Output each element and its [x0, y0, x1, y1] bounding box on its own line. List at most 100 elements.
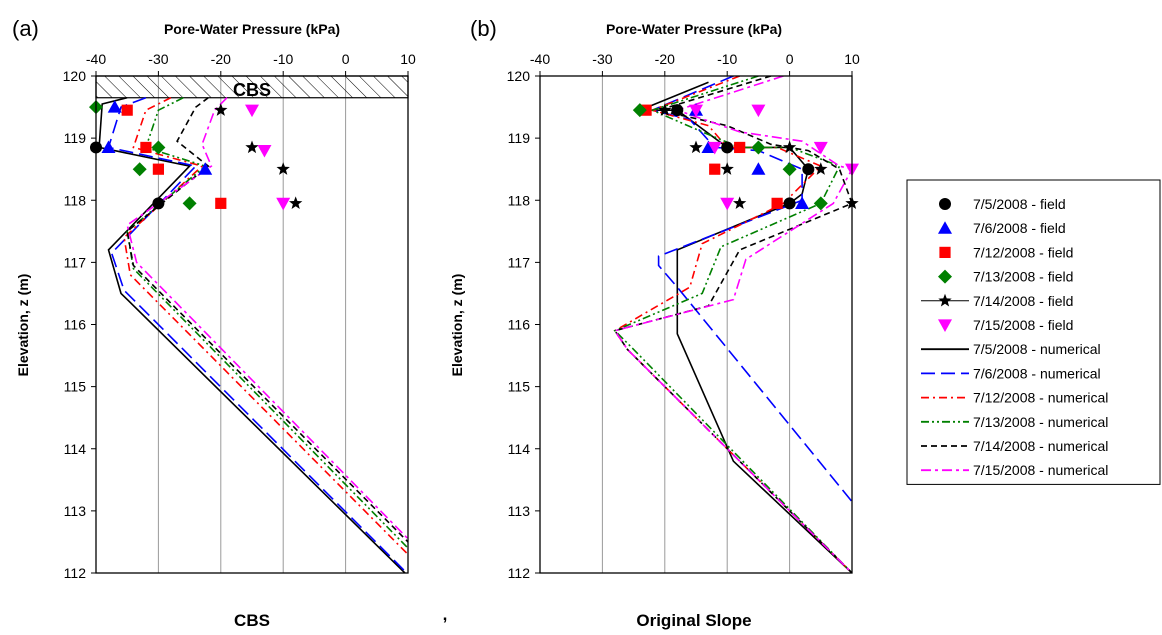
x-tick-label: -10 [273, 51, 293, 67]
y-tick-label: 114 [64, 441, 87, 457]
x-tick-label: -40 [530, 51, 550, 67]
y-tick-label: 116 [508, 317, 531, 333]
panel-b-xlabel: Pore-Water Pressure (kPa) [606, 21, 782, 37]
data-point-7-6-2008 [701, 140, 716, 154]
data-point-7-13-2008 [632, 103, 647, 118]
x-tick-label: -20 [211, 51, 231, 67]
data-point-7-13-2008 [813, 196, 828, 211]
data-point-7-14-2008 [720, 162, 734, 175]
legend-label: 7/6/2008 - numerical [973, 365, 1101, 381]
y-tick-label: 118 [508, 192, 531, 208]
data-point-7-14-2008 [782, 140, 797, 154]
legend-entry: 7/14/2008 - numerical [921, 438, 1108, 454]
legend-marker-swatch [939, 246, 951, 258]
data-point-7-5-2008 [671, 104, 684, 117]
legend-entry: 7/13/2008 - numerical [921, 414, 1108, 430]
panel-b-plot: -40 -30 -20 -10 0 10 112 113 114 115 116 117 118 119 1… [507, 51, 860, 581]
x-tick-label: 0 [786, 51, 794, 67]
data-point-7-5-2008 [802, 163, 815, 176]
data-point-7-13-2008 [151, 140, 166, 155]
series-line-7-14-2008 [126, 97, 408, 543]
data-point-7-13-2008 [182, 196, 197, 211]
panel-a-plot: CBS -40 -30 -20 -10 0 10 112 113 114 115 116 117 118 1… [63, 51, 416, 581]
y-tick-label: 119 [508, 130, 531, 146]
legend-label: 7/15/2008 - field [973, 317, 1073, 333]
series-line-7-6-2008 [107, 96, 408, 573]
legend-marker-swatch [938, 221, 952, 234]
data-point-7-12-2008 [709, 163, 721, 175]
data-point-7-13-2008 [132, 162, 147, 177]
y-tick-label: 113 [64, 503, 87, 519]
y-tick-label: 118 [64, 192, 87, 208]
series-line-7-5-2008 [98, 96, 406, 573]
legend-label: 7/14/2008 - field [973, 293, 1073, 309]
legend-entry: 7/5/2008 - numerical [921, 341, 1101, 357]
legend-entry: 7/12/2008 - field [939, 244, 1073, 260]
y-tick-label: 112 [64, 565, 87, 581]
data-point-7-14-2008 [289, 196, 303, 210]
legend-entry: 7/15/2008 - field [938, 317, 1073, 333]
legend: 7/5/2008 - field 7/6/2008 - field 7/12/200… [906, 179, 1161, 485]
legend-entry: 7/13/2008 - field [938, 269, 1073, 285]
y-tick-label: 120 [63, 68, 87, 84]
data-point-7-6-2008 [751, 162, 766, 175]
data-point-7-15-2008 [707, 141, 722, 155]
data-point-7-5-2008 [783, 197, 796, 210]
y-tick-label: 113 [508, 503, 531, 519]
series-line-7-15-2008 [613, 76, 852, 573]
legend-entry: 7/6/2008 - numerical [921, 365, 1101, 381]
data-point-7-6-2008 [101, 140, 116, 154]
series-line-7-13-2008 [126, 96, 408, 549]
x-tick-label: 10 [844, 51, 860, 67]
data-point-7-14-2008 [689, 140, 703, 154]
legend-label: 7/12/2008 - numerical [973, 390, 1108, 406]
data-point-7-6-2008 [198, 162, 213, 175]
cbs-annotation: CBS [233, 80, 271, 100]
data-point-7-13-2008 [782, 162, 797, 177]
panel-a-caption: CBS [234, 611, 270, 630]
data-point-7-14-2008 [214, 103, 228, 116]
x-tick-label: 0 [342, 51, 350, 67]
series-line-7-6-2008 [649, 76, 852, 503]
data-point-7-13-2008 [751, 140, 766, 155]
legend-label: 7/12/2008 - field [973, 244, 1073, 260]
y-tick-label: 114 [508, 441, 531, 457]
legend-entry: 7/15/2008 - numerical [921, 462, 1108, 478]
y-tick-label: 115 [508, 379, 531, 395]
data-point-7-5-2008 [152, 197, 165, 210]
y-tick-label: 117 [508, 254, 531, 270]
data-point-7-12-2008 [215, 197, 227, 209]
legend-entry: 7/12/2008 - numerical [921, 390, 1108, 406]
series-line-7-15-2008 [126, 97, 408, 540]
panel-b-caption: Original Slope [636, 611, 751, 630]
y-tick-label: 112 [508, 565, 531, 581]
legend-label: 7/13/2008 - field [973, 269, 1073, 285]
y-tick-label: 119 [64, 130, 87, 146]
data-point-7-15-2008 [245, 104, 259, 118]
y-tick-label: 117 [64, 254, 87, 270]
data-point-7-12-2008 [152, 163, 164, 175]
legend-label: 7/13/2008 - numerical [973, 414, 1108, 430]
legend-entry: 7/14/2008 - field [921, 293, 1073, 309]
x-tick-label: -20 [655, 51, 675, 67]
x-tick-label: -30 [148, 51, 168, 67]
x-tick-label: -40 [86, 51, 106, 67]
data-point-7-12-2008 [734, 141, 746, 154]
panel-b-ylabel: Elevation, z (m) [449, 274, 465, 377]
legend-label: 7/14/2008 - numerical [973, 438, 1108, 454]
panel-a-xlabel: Pore-Water Pressure (kPa) [164, 21, 340, 37]
y-tick-label: 116 [64, 317, 87, 333]
data-point-7-12-2008 [121, 104, 133, 116]
data-point-7-14-2008 [658, 103, 672, 116]
y-tick-label: 120 [507, 68, 531, 84]
data-point-7-6-2008 [795, 196, 810, 209]
data-point-7-14-2008 [814, 162, 828, 175]
data-point-7-6-2008 [107, 100, 122, 113]
data-point-7-15-2008 [257, 144, 272, 158]
data-point-7-15-2008 [813, 141, 828, 155]
panel-b-label: (b) [470, 16, 497, 41]
y-tick-label: 115 [64, 379, 87, 395]
data-point-7-15-2008 [751, 104, 766, 118]
legend-label: 7/5/2008 - field [973, 196, 1066, 212]
